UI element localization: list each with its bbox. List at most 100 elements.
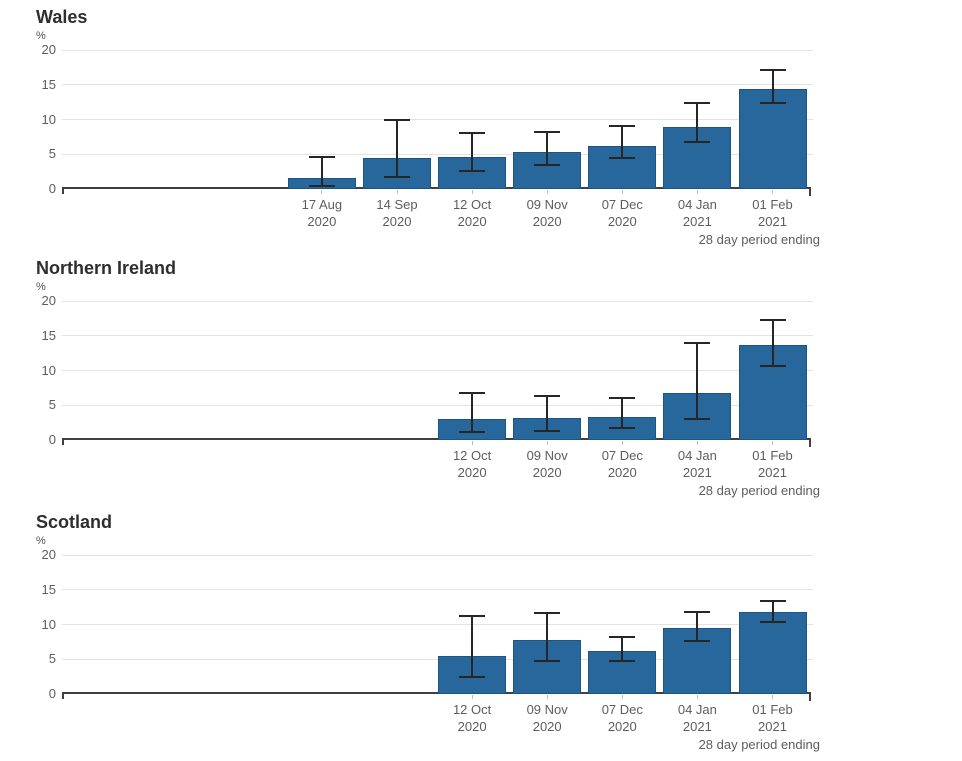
x-tick-label: 14 Sep 2020 [357, 196, 437, 230]
gridline [62, 49, 813, 51]
y-tick-label: 15 [41, 581, 56, 597]
x-tick-label-year: 2021 [682, 214, 712, 229]
error-bar-line [320, 157, 323, 187]
y-axis-unit-label: % [36, 281, 46, 293]
x-tick-label-date: 12 Oct [452, 197, 492, 212]
x-tick-label-date: 07 Dec [601, 448, 643, 463]
gridline [62, 658, 813, 660]
x-tick [546, 695, 548, 699]
x-tick-label: 09 Nov 2020 [507, 701, 587, 735]
x-tick [471, 695, 473, 699]
x-axis-note: 28 day period ending [698, 483, 820, 498]
bar [738, 611, 807, 694]
y-tick-label: 0 [48, 686, 56, 701]
x-tick-label: 17 Aug 2020 [282, 196, 362, 230]
x-axis-end-tick [809, 440, 811, 447]
x-tick-label-year: 2020 [607, 214, 637, 229]
x-tick-label-year: 2020 [382, 214, 412, 229]
x-tick-label-date: 09 Nov [526, 702, 568, 717]
x-tick-label-year: 2020 [607, 719, 637, 734]
gridline [62, 153, 813, 155]
x-tick-label: 04 Jan 2021 [657, 447, 737, 481]
x-tick-label-year: 2021 [758, 465, 787, 480]
error-bar-cap-bottom [459, 430, 486, 433]
x-tick-label: 01 Feb 2021 [733, 196, 813, 230]
gridline [62, 335, 813, 337]
y-tick-label: 10 [41, 111, 56, 127]
chart-title: Northern Ireland [36, 258, 177, 278]
error-bar-line [546, 395, 549, 431]
x-tick-label: 12 Oct 2020 [432, 447, 512, 481]
error-bar-line [771, 320, 774, 367]
y-tick-label: 10 [41, 616, 56, 632]
gridline [62, 589, 813, 591]
x-tick-label: 04 Jan 2021 [657, 196, 737, 230]
x-tick-label-year: 2020 [457, 719, 487, 734]
error-bar-cap-top [609, 124, 636, 127]
x-tick-label-date: 12 Oct [452, 702, 492, 717]
error-bar-cap-top [459, 392, 486, 395]
plot-area: 0 5 10 15 20 17 Aug 2020 14 Sep 2020 12 Oct 2020 09… [42, 42, 820, 247]
x-tick-label-date: 01 Feb [752, 197, 793, 212]
x-tick [471, 441, 473, 445]
x-tick-label-year: 2020 [457, 465, 487, 480]
x-axis [62, 692, 811, 694]
error-bar-cap-bottom [684, 140, 711, 143]
error-bar-cap-top [684, 610, 711, 613]
error-bar-line [621, 637, 624, 662]
x-tick-label-date: 04 Jan [677, 448, 717, 463]
error-bar-cap-top [534, 131, 561, 133]
x-tick-label: 12 Oct 2020 [432, 701, 512, 735]
x-tick [621, 190, 623, 194]
y-tick-label: 0 [48, 181, 56, 196]
error-bar-cap-bottom [459, 675, 486, 678]
x-tick [321, 190, 323, 194]
x-axis-start-tick [62, 694, 64, 699]
error-bar-cap-bottom [534, 429, 561, 432]
error-bar-line [621, 397, 624, 429]
x-tick-label-year: 2020 [532, 719, 562, 734]
y-axis-unit-label: % [36, 30, 46, 42]
error-bar-cap-bottom [759, 620, 786, 623]
x-tick-label: 12 Oct 2020 [432, 196, 512, 230]
x-axis-note: 28 day period ending [698, 737, 820, 752]
plot-area: 0 5 10 15 20 12 Oct 2020 09 Nov 2020 07 Dec 2020 04… [42, 547, 820, 752]
error-bar-line [471, 616, 474, 677]
gridline [62, 119, 813, 120]
gridline [62, 300, 813, 302]
y-tick-label: 10 [41, 362, 56, 378]
x-tick-label: 09 Nov 2020 [507, 447, 587, 481]
chart-title: Scotland [36, 512, 113, 532]
y-tick-label: 5 [48, 651, 56, 667]
x-tick-label-date: 12 Oct [452, 448, 492, 463]
x-tick-label: 04 Jan 2021 [657, 701, 737, 735]
error-bar-cap-top [684, 101, 711, 104]
y-tick-label: 15 [41, 76, 56, 92]
x-tick-label-date: 17 Aug [301, 197, 343, 212]
error-bar-cap-bottom [534, 163, 561, 166]
error-bar-cap-top [609, 636, 636, 638]
error-bar-line [696, 343, 699, 420]
x-tick-label-date: 01 Feb [752, 448, 793, 463]
y-tick-label: 20 [41, 547, 56, 562]
x-tick-label: 07 Dec 2020 [582, 196, 662, 230]
x-tick [546, 441, 548, 445]
x-tick [696, 695, 698, 699]
error-bar-cap-top [459, 131, 486, 134]
gridline [62, 370, 813, 371]
error-bar-cap-top [534, 394, 561, 397]
x-tick-label-date: 14 Sep [376, 197, 418, 212]
gridline [62, 554, 813, 556]
error-bar-cap-top [534, 611, 561, 614]
x-tick-label-year: 2021 [758, 719, 787, 734]
x-tick [696, 190, 698, 194]
chart-section-scotland: Scotland % 0 5 10 15 20 12 Oct 2020 09 Nov 2020 0… [0, 511, 962, 761]
x-tick [546, 190, 548, 194]
x-tick [696, 441, 698, 445]
x-axis-note: 28 day period ending [698, 232, 820, 247]
x-axis [62, 438, 811, 440]
error-bar-cap-bottom [459, 169, 486, 172]
error-bar-line [396, 120, 398, 178]
x-axis-end-tick [809, 189, 811, 196]
error-bar-cap-bottom [609, 156, 636, 159]
